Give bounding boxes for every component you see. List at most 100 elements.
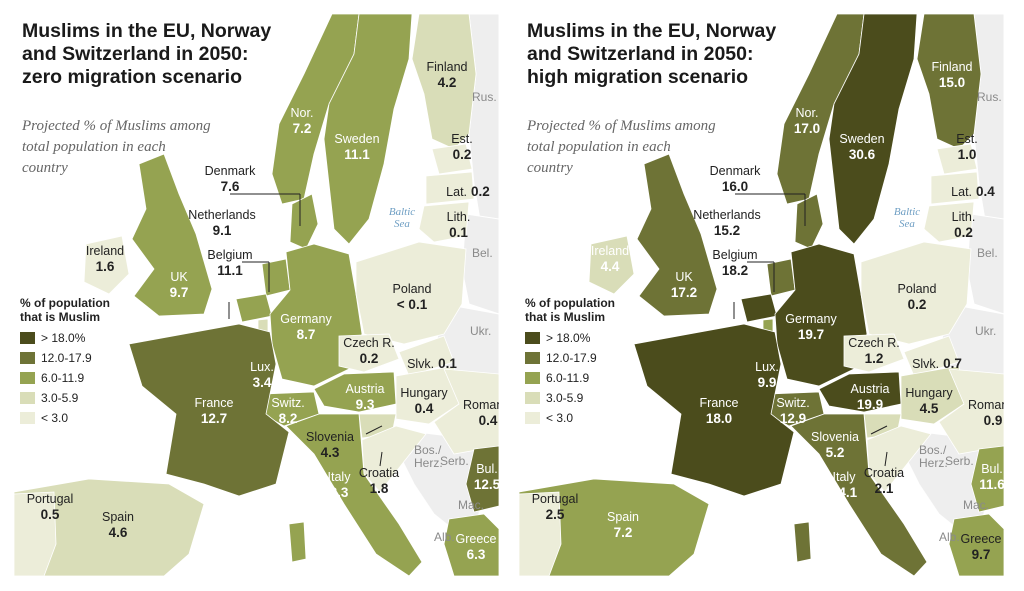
legend-item: 6.0-11.9	[525, 368, 635, 388]
legend-item: 6.0-11.9	[20, 368, 130, 388]
legend-item: > 18.0%	[525, 328, 635, 348]
country-name: Belgium	[712, 248, 758, 262]
legend-swatch	[20, 412, 35, 424]
legend-item: 12.0-17.9	[20, 348, 130, 368]
country-name: Spain	[102, 510, 134, 524]
country-ireland	[588, 235, 635, 295]
country-romania	[938, 368, 1004, 455]
label-romania: Romania0.4	[458, 398, 499, 428]
country-romania	[433, 368, 499, 455]
country-value: 7.2	[613, 525, 633, 540]
country-latvia	[425, 171, 475, 205]
country-sweden	[323, 14, 413, 245]
country-name: Lat.	[446, 185, 468, 199]
label-germany: Germany 19.7	[781, 312, 841, 342]
legend-swatch	[525, 392, 540, 404]
legend-label: 12.0-17.9	[546, 351, 597, 365]
country-name: Denmark	[709, 164, 761, 178]
label-sweden: Sweden 11.1	[332, 132, 382, 162]
label-croatia: Croatia 2.1	[857, 466, 911, 496]
europe-map	[14, 14, 499, 576]
label-lithuania: Lith. 0.2	[941, 210, 986, 240]
neighbor-label-macedonia: Mac.	[458, 498, 485, 512]
legend-label: 12.0-17.9	[41, 351, 92, 365]
country-name: Poland	[897, 282, 937, 296]
legend-title: % of population that is Muslim	[525, 296, 615, 324]
label-slovakia: Slvk. 0.1	[402, 356, 462, 372]
label-romania: Romania0.9	[963, 398, 1004, 428]
legend-label: 6.0-11.9	[546, 371, 590, 385]
country-name: UK	[675, 270, 693, 284]
country-value: 1.8	[369, 481, 389, 496]
country-name: Sweden	[334, 132, 380, 146]
europe-map	[519, 14, 1004, 576]
country-value: 2.1	[874, 481, 894, 496]
country-value: 14.1	[830, 485, 858, 500]
label-czech: Czech R. 0.2	[340, 336, 398, 366]
country-name: Czech R.	[343, 336, 395, 350]
country-value: 1.6	[95, 259, 115, 274]
country-bulgaria	[970, 445, 1004, 513]
country-name: Finland	[426, 60, 468, 74]
country-name: Netherlands	[188, 208, 256, 222]
label-slovakia: Slvk. 0.7	[907, 356, 967, 372]
label-austria: Austria 19.9	[845, 382, 895, 412]
country-name: Romania	[967, 398, 1004, 412]
country-name: Slvk.	[407, 357, 435, 371]
country-name: Slovenia	[811, 430, 859, 444]
legend-label: > 18.0%	[41, 331, 86, 345]
country-name: Croatia	[358, 466, 400, 480]
legend-label: 3.0-5.9	[41, 391, 79, 405]
label-estonia: Est. 0.2	[442, 132, 482, 162]
label-belgium: Belgium 18.2	[707, 248, 763, 278]
legend-swatch	[20, 392, 35, 404]
legend: % of population that is Muslim > 18.0% 1…	[20, 296, 130, 428]
label-croatia: Croatia 1.8	[352, 466, 406, 496]
legend-label: < 3.0	[546, 411, 574, 425]
label-bulgaria: Bul. 11.6	[977, 462, 1004, 492]
country-name: Finland	[931, 60, 973, 74]
country-value: 7.2	[292, 121, 312, 136]
country-value: 4.3	[320, 445, 340, 460]
country-greece	[948, 513, 1004, 576]
country-value: 8.3	[329, 485, 349, 500]
label-switzerland: Switz. 8.2	[266, 396, 310, 426]
legend-label: < 3.0	[41, 411, 69, 425]
neighbor-label-albania: Alb.	[939, 530, 960, 544]
legend-item: 3.0-5.9	[20, 388, 130, 408]
legend-swatch	[20, 352, 35, 364]
country-name: Lith.	[951, 210, 976, 224]
country-value: 9.7	[169, 285, 189, 300]
country-value: 9.3	[355, 397, 375, 412]
label-uk: UK 9.7	[159, 270, 199, 300]
label-hungary: Hungary 0.4	[394, 386, 454, 416]
legend-item: > 18.0%	[20, 328, 130, 348]
country-bulgaria	[465, 445, 499, 513]
country-value: 18.0	[705, 411, 733, 426]
country-value: 4.4	[600, 259, 620, 274]
legend-item: < 3.0	[525, 408, 635, 428]
country-hungary	[395, 365, 460, 425]
label-netherlands: Netherlands 9.1	[184, 208, 260, 238]
country-name: Romania	[462, 398, 499, 412]
country-czech	[338, 333, 400, 373]
country-lithuania	[923, 201, 975, 243]
label-czech: Czech R. 1.2	[845, 336, 903, 366]
map-title: Muslims in the EU, Norway and Switzerlan…	[527, 20, 777, 88]
label-denmark: Denmark 16.0	[705, 164, 765, 194]
country-name: Lux.	[755, 360, 779, 374]
country-denmark	[289, 193, 319, 250]
country-spain	[14, 478, 205, 576]
country-value: 30.6	[848, 147, 876, 162]
country-value: 4.6	[108, 525, 128, 540]
country-value: 0.7	[943, 356, 962, 371]
country-value: 2.5	[545, 507, 565, 522]
country-name: Lith.	[446, 210, 471, 224]
country-value: 9.9	[757, 375, 777, 390]
sardinia-island	[288, 521, 307, 563]
country-name: Switz.	[776, 396, 810, 410]
country-value: 1.2	[864, 351, 884, 366]
country-value: 12.5	[473, 477, 499, 492]
label-portugal: Portugal 2.5	[525, 492, 585, 522]
country-netherlands	[766, 258, 796, 297]
